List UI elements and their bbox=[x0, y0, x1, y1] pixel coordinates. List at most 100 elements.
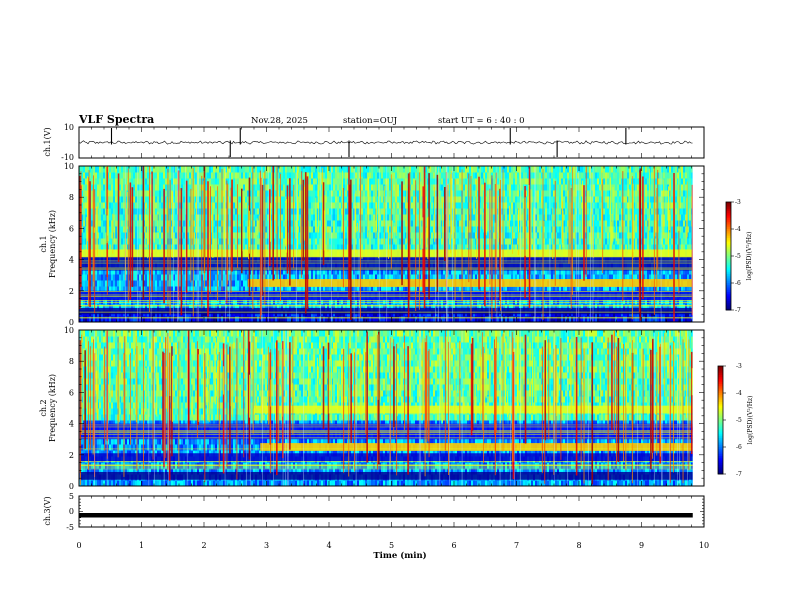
spectro-cell bbox=[257, 208, 260, 215]
spectro-cell bbox=[149, 202, 152, 209]
spectro-cell bbox=[235, 184, 238, 191]
spectro-cell bbox=[103, 238, 106, 245]
spectro-cell bbox=[243, 286, 246, 293]
spectro-cell bbox=[233, 298, 236, 305]
spectro-cell bbox=[219, 214, 222, 221]
spectro-cell bbox=[237, 184, 240, 191]
spectro-cell bbox=[229, 166, 232, 173]
spectro-cell bbox=[149, 172, 152, 179]
spectro-cell bbox=[123, 190, 126, 197]
spectro-cell bbox=[133, 208, 136, 215]
spectro-cell bbox=[271, 298, 274, 305]
spectro-cell bbox=[271, 166, 274, 173]
spectro-cell bbox=[135, 214, 138, 221]
spectro-cell bbox=[155, 166, 158, 173]
spectro-cell bbox=[197, 226, 200, 233]
spectro-cell bbox=[273, 298, 276, 305]
spectro-cell bbox=[253, 238, 256, 245]
spectro-cell bbox=[89, 166, 92, 173]
spectro-cell bbox=[191, 286, 194, 293]
spectro-cell bbox=[171, 280, 174, 287]
spectro-cell bbox=[177, 298, 180, 305]
spectro-cell bbox=[269, 184, 272, 191]
spectro-cell bbox=[253, 184, 256, 191]
spectro-cell bbox=[293, 184, 296, 191]
spectro-cell bbox=[261, 172, 264, 179]
spectro-cell bbox=[237, 196, 240, 203]
spectro-cell bbox=[125, 274, 128, 281]
spectro-cell bbox=[235, 286, 238, 293]
spectro-cell bbox=[219, 274, 222, 281]
spectro-cell bbox=[237, 238, 240, 245]
spectro-cell bbox=[269, 178, 272, 185]
spectro-cell bbox=[273, 232, 276, 239]
spectro-cell bbox=[173, 280, 176, 287]
spectro-cell bbox=[149, 268, 152, 275]
spectro-cell bbox=[277, 196, 280, 203]
spectro-cell bbox=[189, 232, 192, 239]
spectro-cell bbox=[83, 286, 86, 293]
spectro-cell bbox=[187, 178, 190, 185]
spectro-cell bbox=[125, 184, 128, 191]
spectro-cell bbox=[189, 208, 192, 215]
spectro-cell bbox=[91, 304, 94, 311]
spectro-cell bbox=[273, 304, 276, 311]
spectro-cell bbox=[261, 304, 264, 311]
spectro-cell bbox=[83, 274, 86, 281]
spectro-cell bbox=[161, 298, 164, 305]
spectro-cell bbox=[155, 214, 158, 221]
spectro-cell bbox=[231, 298, 234, 305]
spectro-cell bbox=[87, 316, 90, 323]
spectro-cell bbox=[217, 166, 220, 173]
spectro-cell bbox=[291, 298, 294, 305]
spectro-cell bbox=[85, 274, 88, 281]
spectro-cell bbox=[169, 316, 172, 323]
spectro-cell bbox=[209, 316, 212, 323]
spectro-cell bbox=[81, 286, 84, 293]
spectro-cell bbox=[251, 286, 254, 293]
spectro-cell bbox=[117, 274, 120, 281]
spectro-cell bbox=[193, 268, 196, 275]
spectro-cell bbox=[157, 166, 160, 173]
spectro-cell bbox=[141, 184, 144, 191]
spectro-cell bbox=[173, 190, 176, 197]
spectro-cell bbox=[85, 316, 88, 323]
spectro-cell bbox=[245, 226, 248, 233]
spectro-cell bbox=[253, 274, 256, 281]
spectro-cell bbox=[199, 304, 202, 311]
spectro-cell bbox=[215, 196, 218, 203]
spectro-cell bbox=[89, 172, 92, 179]
spectro-cell bbox=[113, 298, 116, 305]
spectro-cell bbox=[135, 202, 138, 209]
spectro-cell bbox=[199, 220, 202, 227]
spectro-cell bbox=[293, 244, 296, 251]
spectro-cell bbox=[269, 172, 272, 179]
spectro-cell bbox=[93, 166, 96, 173]
spectro-cell bbox=[297, 244, 300, 251]
spectro-cell bbox=[231, 274, 234, 281]
spectro-cell bbox=[119, 274, 122, 281]
spectro-cell bbox=[253, 172, 256, 179]
spectro-cell bbox=[115, 220, 118, 227]
spectro-cell bbox=[255, 232, 258, 239]
spectro-cell bbox=[163, 166, 166, 173]
spectro-cell bbox=[145, 286, 148, 293]
spectro-cell bbox=[103, 172, 106, 179]
spectro-cell bbox=[225, 220, 228, 227]
spectro-cell bbox=[101, 268, 104, 275]
spectro-cell bbox=[193, 196, 196, 203]
spectro-cell bbox=[85, 298, 88, 305]
spectro-cell bbox=[215, 166, 218, 173]
spectro-cell bbox=[153, 274, 156, 281]
spectro-cell bbox=[147, 244, 150, 251]
spectro-cell bbox=[111, 172, 114, 179]
spectro-cell bbox=[249, 304, 252, 311]
spectro-cell bbox=[175, 238, 178, 245]
spectro-cell bbox=[243, 172, 246, 179]
spectro-cell bbox=[145, 196, 148, 203]
spectro-cell bbox=[175, 316, 178, 323]
spectro-cell bbox=[213, 214, 216, 221]
spectro-cell bbox=[237, 268, 240, 275]
spectro-cell bbox=[133, 220, 136, 227]
spectro-cell bbox=[233, 190, 236, 197]
